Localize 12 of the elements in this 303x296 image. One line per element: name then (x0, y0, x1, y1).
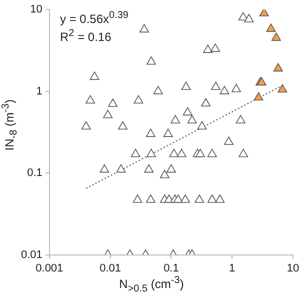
x-tick-label: 1 (229, 262, 236, 274)
x-axis-title: N$_{>0.5}$ (cm$^{-3}$) (118, 274, 185, 294)
annotation: R$^{2}$ = 0.16 (60, 28, 112, 44)
y-tick-label: 0.1 (27, 167, 42, 180)
y-tick-label: 1 (36, 85, 42, 98)
x-tick-label: 0.1 (164, 262, 179, 274)
y-tick-label: 0.01 (20, 248, 42, 261)
x-tick-label: 10 (286, 262, 300, 274)
y-tick-label: 10 (30, 4, 42, 16)
x-tick-label: 0.01 (100, 262, 122, 274)
x-tick-label: 0.001 (36, 262, 64, 274)
annotation: y = 0.56x$^{0.39}$ (60, 10, 128, 26)
